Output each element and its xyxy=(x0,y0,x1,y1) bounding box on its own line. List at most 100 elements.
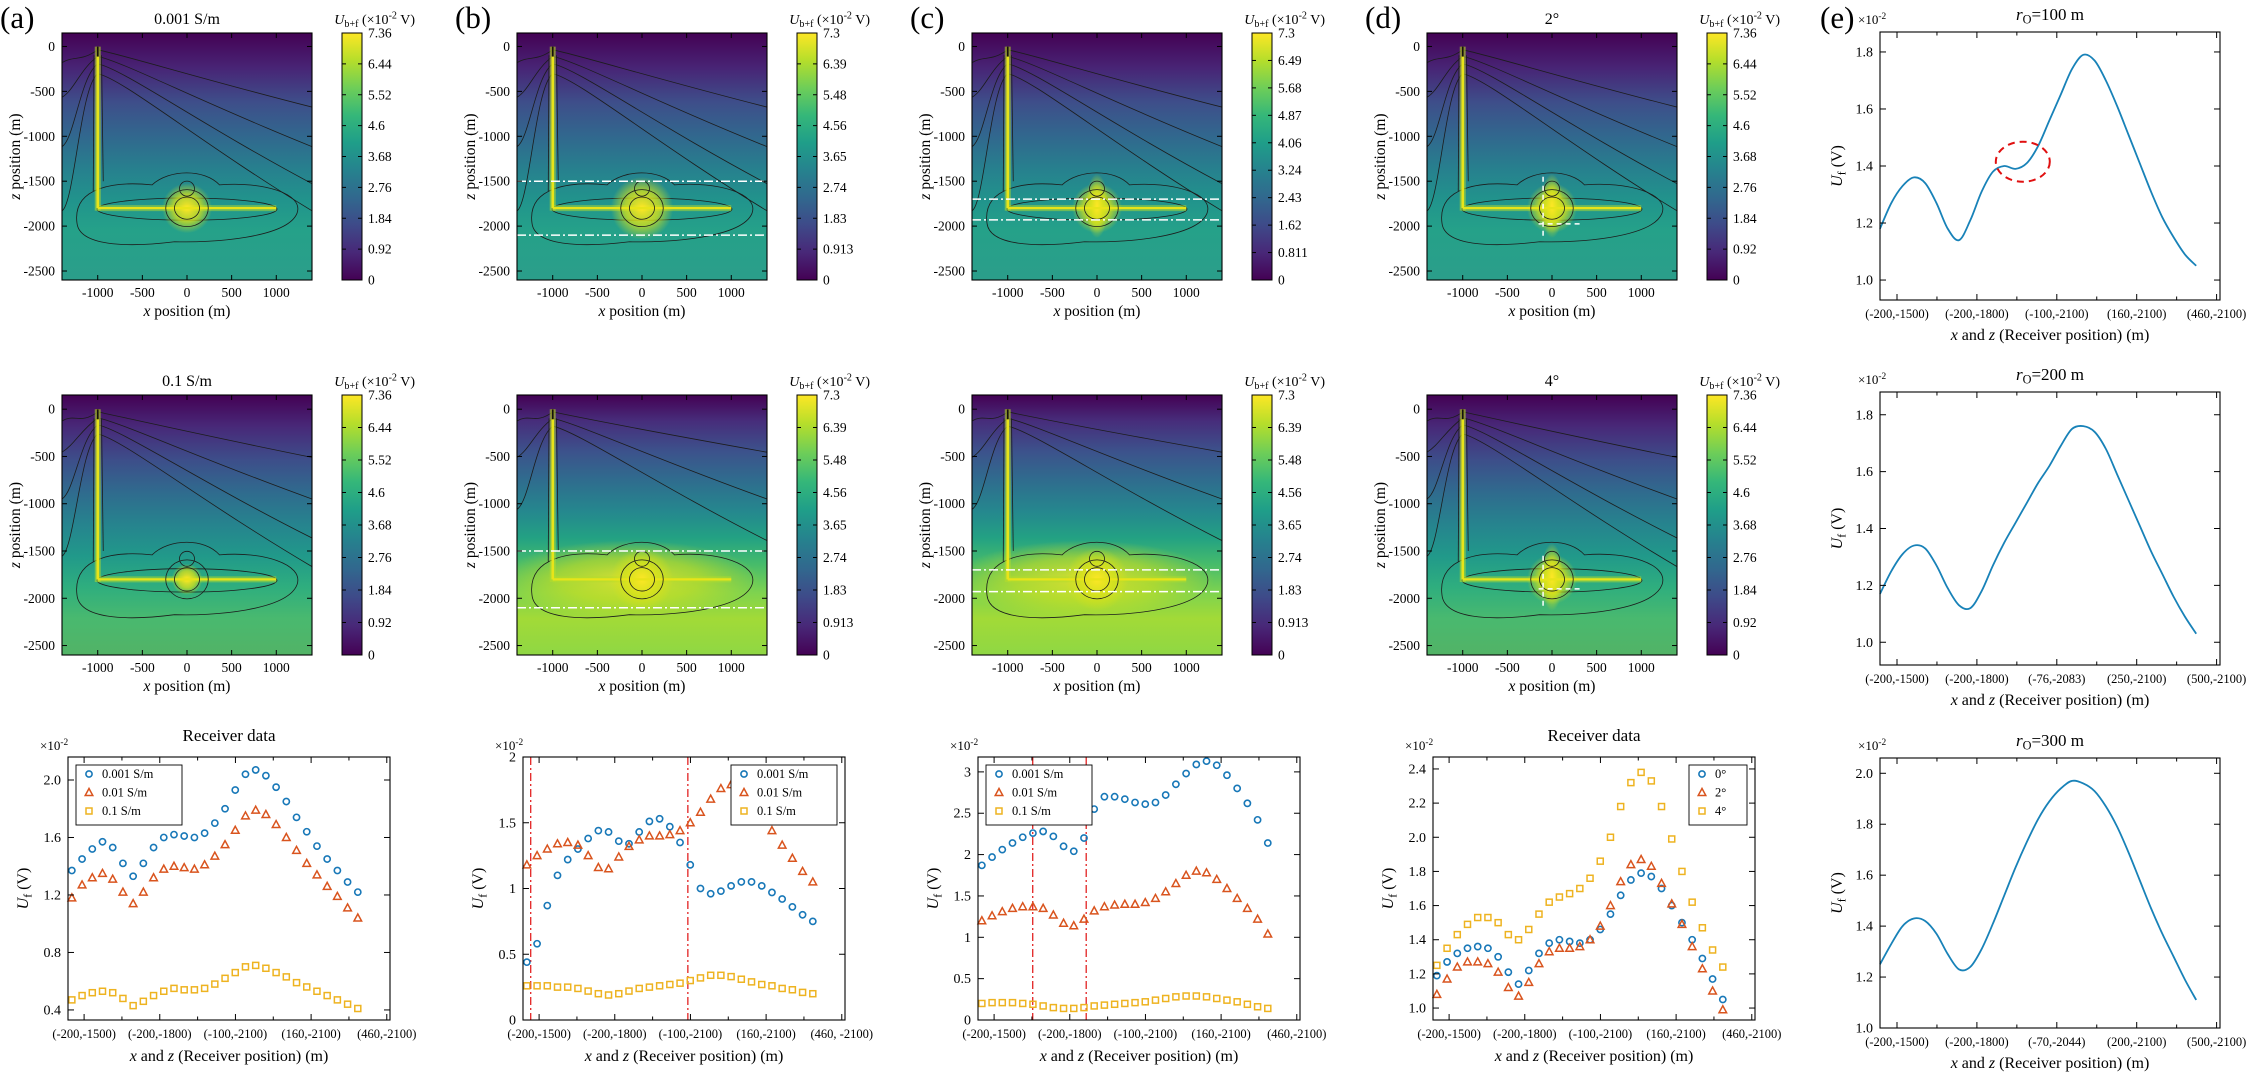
colorbar-tick-label: 2.76 xyxy=(368,180,392,195)
colorbar-tick-label: 4.06 xyxy=(1278,135,1302,150)
series-0.001 S/m xyxy=(67,766,362,896)
y-tick-label: 2.0 xyxy=(1409,831,1427,846)
y-tick-label: 1.2 xyxy=(1856,971,1874,986)
y-tick-label: 1.0 xyxy=(1856,636,1874,651)
y-tick-label: -2000 xyxy=(479,591,511,606)
y-tick-label: 0 xyxy=(1413,402,1420,417)
y-tick-label: -1500 xyxy=(1389,174,1421,189)
y-tick-label: -2500 xyxy=(479,264,511,279)
line-title: rO=200 m xyxy=(2016,365,2084,387)
x-tick-label: 500 xyxy=(1587,660,1608,675)
y-tick-label: 2 xyxy=(509,751,516,766)
y-tick-label: 1.4 xyxy=(1856,160,1874,175)
panel-label-c: (c) xyxy=(910,0,945,35)
colorbar-tick-label: 6.44 xyxy=(368,420,392,435)
colorbar-tick-label: 6.39 xyxy=(823,420,847,435)
y-tick-label: 0.5 xyxy=(499,948,517,963)
colorbar-tick-label: 3.65 xyxy=(823,149,847,164)
y-tick-label: -2000 xyxy=(1389,591,1421,606)
line-y-axis-label: Uf (V) xyxy=(1829,145,1849,187)
x-tick-label: (160,-2100) xyxy=(281,1027,340,1041)
scatter-c3: 0 0.5 1 1.5 2 2.5 3 (-200,-1500) (-200,-1800) (-1… xyxy=(925,738,1326,1065)
y-tick-label: -2000 xyxy=(24,219,56,234)
map-x-axis-label: x position (m) xyxy=(143,678,231,695)
field-background xyxy=(62,395,312,655)
colorbar xyxy=(1707,395,1727,655)
colorbar-label: Ub+f (×10-2 V) xyxy=(1244,373,1325,392)
map-title: 4° xyxy=(1545,373,1559,390)
y-tick-label: -1000 xyxy=(479,496,511,511)
x-tick-label: (-200,-1500) xyxy=(1417,1027,1481,1041)
y-tick-label: -1000 xyxy=(24,496,56,511)
colorbar-label: Ub+f (×10-2 V) xyxy=(1244,11,1325,30)
colorbar-tick-label: 0.92 xyxy=(368,615,392,630)
colorbar-tick-label: 2.76 xyxy=(1733,550,1757,565)
colorbar-tick-label: 1.84 xyxy=(1733,211,1757,226)
x-tick-label: 500 xyxy=(1132,285,1153,300)
y-tick-label: 1.8 xyxy=(1856,818,1874,833)
heatmap-a1: -1000 -500 0 500 1000 0 -500 -1000 -1500 -2000 -25… xyxy=(7,11,415,320)
map-y-axis-label: z position (m) xyxy=(7,482,24,569)
scatter-x-axis-label: x and z (Receiver position) (m) xyxy=(584,1048,784,1065)
y-tick-label: -500 xyxy=(940,84,965,99)
y-tick-label: 0.5 xyxy=(954,972,972,987)
y-tick-label: 2.4 xyxy=(1409,762,1427,777)
y-tick-label: 2.0 xyxy=(44,773,62,788)
map-x-axis-label: x position (m) xyxy=(143,303,231,320)
colorbar-tick-label: 6.44 xyxy=(1733,420,1757,435)
y-tick-label: 1.6 xyxy=(44,831,62,846)
colorbar-tick-label: 6.44 xyxy=(368,56,392,71)
x-tick-label: 500 xyxy=(222,660,243,675)
colorbar-tick-label: 0 xyxy=(823,648,830,663)
y-tick-label: 1.0 xyxy=(1856,1022,1874,1037)
colorbar-label: Ub+f (×10-2 V) xyxy=(789,11,870,30)
lineplot-e1: 1.0 1.2 1.4 1.6 1.8 (-200,-1500) (-200,-1800) (… xyxy=(1829,5,2246,344)
scatter-y-axis-label: Uf (V) xyxy=(470,868,490,910)
y-tick-label: -2000 xyxy=(934,219,966,234)
colorbar-tick-label: 0.92 xyxy=(1733,242,1757,257)
colorbar-tick-label: 1.84 xyxy=(1733,583,1757,598)
map-title: 0.001 S/m xyxy=(154,11,220,28)
colorbar-tick-label: 0 xyxy=(368,273,375,288)
y-tick-label: 0 xyxy=(1413,39,1420,54)
x-tick-label: (460, -2100) xyxy=(811,1027,874,1041)
colorbar-tick-label: 5.52 xyxy=(368,87,392,102)
colorbar-tick-label: 4.56 xyxy=(823,485,847,500)
colorbar-tick-label: 7.3 xyxy=(823,26,840,41)
y-tick-label: 1.4 xyxy=(1856,522,1874,537)
x-tick-label: (-200,-1800) xyxy=(1945,307,2009,321)
x-tick-label: 0 xyxy=(1549,285,1556,300)
x-tick-label: -500 xyxy=(130,660,155,675)
legend: 0.001 S/m 0.01 S/m 0.1 S/m xyxy=(75,764,183,826)
line-title: rO=100 m xyxy=(2016,5,2084,27)
y-tick-label: 2.0 xyxy=(1856,767,1874,782)
panel-a: (a) -1000 -500 0 500 1000 0 -500 -1000 -1500 -200… xyxy=(0,0,455,1075)
x-tick-label: (-200,-1500) xyxy=(1865,672,1929,686)
y-tick-label: 1.5 xyxy=(499,816,517,831)
heatmap-c1: -1000 -500 0 500 1000 0 -500 -1000 -1500 -2000 -25… xyxy=(917,11,1325,320)
x-tick-label: 500 xyxy=(222,285,243,300)
map-y-axis-label: z position (m) xyxy=(462,482,479,569)
colorbar-tick-label: 4.6 xyxy=(1733,118,1750,133)
legend-label: 4° xyxy=(1715,804,1726,818)
x-tick-label: (160,-2100) xyxy=(1191,1027,1250,1041)
colorbar-tick-label: 1.84 xyxy=(368,583,392,598)
scatter-y-axis-label: Uf (V) xyxy=(1380,868,1400,910)
x-tick-label: -1000 xyxy=(1447,285,1479,300)
x-tick-label: (460,-2100) xyxy=(357,1027,416,1041)
colorbar-label: Ub+f (×10-2 V) xyxy=(1699,11,1780,30)
x-tick-label: (-76,-2083) xyxy=(2028,672,2085,686)
lineplot-e3: 1.0 1.2 1.4 1.6 1.8 2.0 (-200,-1500) (-200,-180… xyxy=(1829,731,2246,1072)
scatter-title: Receiver data xyxy=(183,726,276,745)
legend-label: 0° xyxy=(1715,767,1726,781)
y-tick-label: 0.4 xyxy=(44,1003,62,1018)
lineplot-e2: 1.0 1.2 1.4 1.6 1.8 (-200,-1500) (-200,-1800) (… xyxy=(1829,365,2246,709)
colorbar xyxy=(342,395,362,655)
panel-b-charts: -1000 -500 0 500 10000-500-1000-1500-2000-25… xyxy=(462,11,874,1065)
scatter-x-axis-label: x and z (Receiver position) (m) xyxy=(1039,1048,1239,1065)
field-background xyxy=(1427,395,1677,655)
colorbar-tick-label: 5.68 xyxy=(1278,80,1302,95)
x-tick-label: 1000 xyxy=(1173,660,1200,675)
x-tick-label: 1000 xyxy=(1628,660,1655,675)
data-line xyxy=(1879,779,2197,1001)
